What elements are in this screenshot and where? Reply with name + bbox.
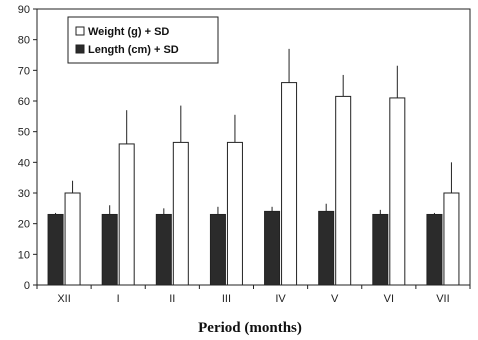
- legend-label-weight: Weight (g) + SD: [88, 26, 169, 38]
- x-tick-label: I: [117, 293, 120, 305]
- bar-weight: [335, 95, 352, 286]
- bar-length: [426, 213, 443, 286]
- bars: [47, 48, 460, 286]
- y-tick-label: 80: [18, 35, 30, 47]
- bar-length: [47, 213, 64, 286]
- x-tick-label: VII: [436, 293, 449, 305]
- x-tick-label: VI: [384, 293, 394, 305]
- y-tick-label: 40: [18, 157, 30, 169]
- legend-label-length: Length (cm) + SD: [88, 44, 179, 56]
- x-tick-label: V: [331, 293, 339, 305]
- bar-weight: [389, 97, 406, 286]
- bar-weight: [64, 192, 81, 286]
- bar-weight: [118, 143, 135, 286]
- y-tick-label: 70: [18, 65, 30, 77]
- y-tick-label: 0: [24, 280, 30, 292]
- y-tick-label: 20: [18, 219, 30, 231]
- bar-weight: [226, 141, 243, 286]
- bar-length: [372, 213, 389, 286]
- bar-length: [264, 210, 281, 286]
- bar-weight: [281, 82, 298, 286]
- x-axis-label: Period (months): [198, 320, 302, 336]
- y-tick-label: 50: [18, 127, 30, 139]
- y-tick-label: 90: [18, 4, 30, 16]
- bar-length: [318, 210, 335, 286]
- y-tick-label: 10: [18, 249, 30, 261]
- x-tick-label: XII: [57, 293, 70, 305]
- bar-length: [101, 213, 118, 286]
- x-tick-label: III: [222, 293, 231, 305]
- bar-weight: [443, 192, 460, 286]
- legend-swatch-weight: [75, 26, 85, 36]
- x-tick-label: II: [169, 293, 175, 305]
- bar-weight: [172, 141, 189, 286]
- x-tick-label: IV: [275, 293, 286, 305]
- legend-swatch-length: [75, 44, 85, 54]
- y-tick-label: 30: [18, 188, 30, 200]
- legend-box: [67, 16, 219, 64]
- bar-length: [209, 213, 226, 286]
- legend: Weight (g) + SD Length (cm) + SD: [67, 16, 219, 64]
- bar-length: [155, 213, 172, 286]
- y-tick-label: 60: [18, 96, 30, 108]
